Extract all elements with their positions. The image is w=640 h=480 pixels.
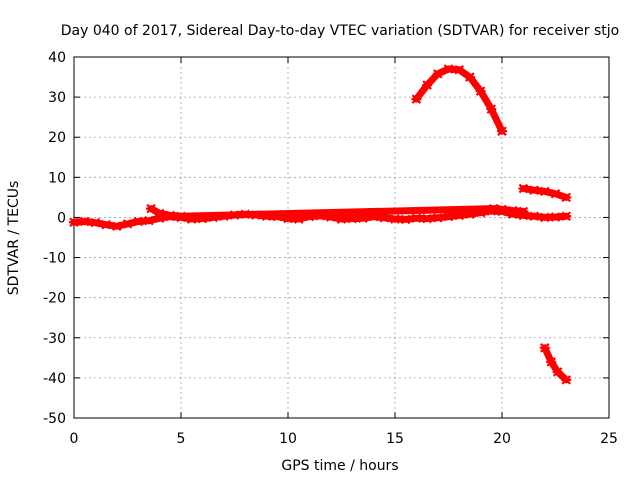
series-arc xyxy=(411,64,507,136)
data-point xyxy=(443,211,454,222)
y-tick-label: -40 xyxy=(43,371,66,387)
x-tick-label: 15 xyxy=(386,431,404,447)
data-point xyxy=(550,189,561,199)
data-point xyxy=(518,206,529,217)
series-segment-21-23 xyxy=(518,183,572,203)
data-point xyxy=(69,217,79,228)
data-point xyxy=(390,214,400,224)
y-tick-label: 40 xyxy=(48,50,66,66)
data-point xyxy=(529,211,540,222)
data-point xyxy=(347,213,358,224)
grid-lines xyxy=(74,57,609,418)
data-point xyxy=(561,375,572,385)
data-point xyxy=(486,104,497,114)
data-point xyxy=(133,216,144,227)
y-tick-label: -50 xyxy=(43,411,66,427)
y-axis-ticks: -50 -40 -30 -20 -10 0 10 20 30 40 xyxy=(43,50,609,427)
data-point xyxy=(101,219,112,230)
data-point xyxy=(400,214,411,225)
data-point xyxy=(539,343,550,353)
data-point xyxy=(432,213,443,223)
y-tick-label: 10 xyxy=(48,170,66,186)
data-point xyxy=(454,65,465,75)
data-point xyxy=(488,203,499,214)
data-point xyxy=(336,214,347,224)
data-point xyxy=(165,210,176,221)
y-tick-label: -20 xyxy=(43,291,66,307)
y-tick-label: 0 xyxy=(57,210,66,226)
x-axis-ticks: 0 5 10 15 20 25 xyxy=(70,57,618,447)
data-point xyxy=(497,126,507,136)
data-point xyxy=(550,212,561,222)
y-tick-label: -10 xyxy=(43,251,66,267)
series-band xyxy=(412,65,506,135)
y-tick-label: 20 xyxy=(48,130,66,146)
data-point xyxy=(546,357,557,367)
data-point xyxy=(432,69,443,79)
plot-frame xyxy=(73,56,610,419)
data-point xyxy=(111,221,122,232)
data-point xyxy=(379,213,390,223)
data-point xyxy=(122,219,133,229)
data-point xyxy=(539,212,550,223)
x-axis-label: GPS time / hours xyxy=(281,458,398,474)
data-point xyxy=(561,211,572,222)
data-point xyxy=(176,211,186,222)
data-point xyxy=(411,213,422,224)
data-point xyxy=(552,367,563,377)
data-point xyxy=(357,213,368,224)
data-point xyxy=(518,183,529,194)
data-marks xyxy=(69,64,572,385)
data-point xyxy=(507,205,518,216)
data-point xyxy=(90,217,101,228)
data-point xyxy=(561,192,572,203)
x-tick-label: 10 xyxy=(279,431,297,447)
series-drop-22-23 xyxy=(539,343,572,385)
data-point xyxy=(475,86,486,96)
data-point xyxy=(422,213,433,224)
x-tick-label: 25 xyxy=(600,431,618,447)
x-tick-label: 0 xyxy=(70,431,79,447)
x-tick-label: 5 xyxy=(177,431,186,447)
data-point xyxy=(443,64,454,74)
data-point xyxy=(422,80,433,90)
y-tick-label: 30 xyxy=(48,90,66,106)
data-point xyxy=(411,94,422,104)
chart-title: Day 040 of 2017, Sidereal Day-to-day VTE… xyxy=(61,23,619,39)
data-point xyxy=(154,208,165,219)
y-tick-label: -30 xyxy=(43,331,66,347)
data-point xyxy=(79,216,90,227)
y-axis-label: SDTVAR / TECUs xyxy=(6,181,22,296)
series-upper-band xyxy=(146,203,529,222)
series-band xyxy=(541,344,570,384)
x-tick-label: 20 xyxy=(493,431,511,447)
data-point xyxy=(539,186,550,197)
data-point xyxy=(143,215,154,226)
data-point xyxy=(146,203,157,214)
data-point xyxy=(529,185,540,195)
data-point xyxy=(464,72,475,82)
data-point xyxy=(497,204,507,215)
